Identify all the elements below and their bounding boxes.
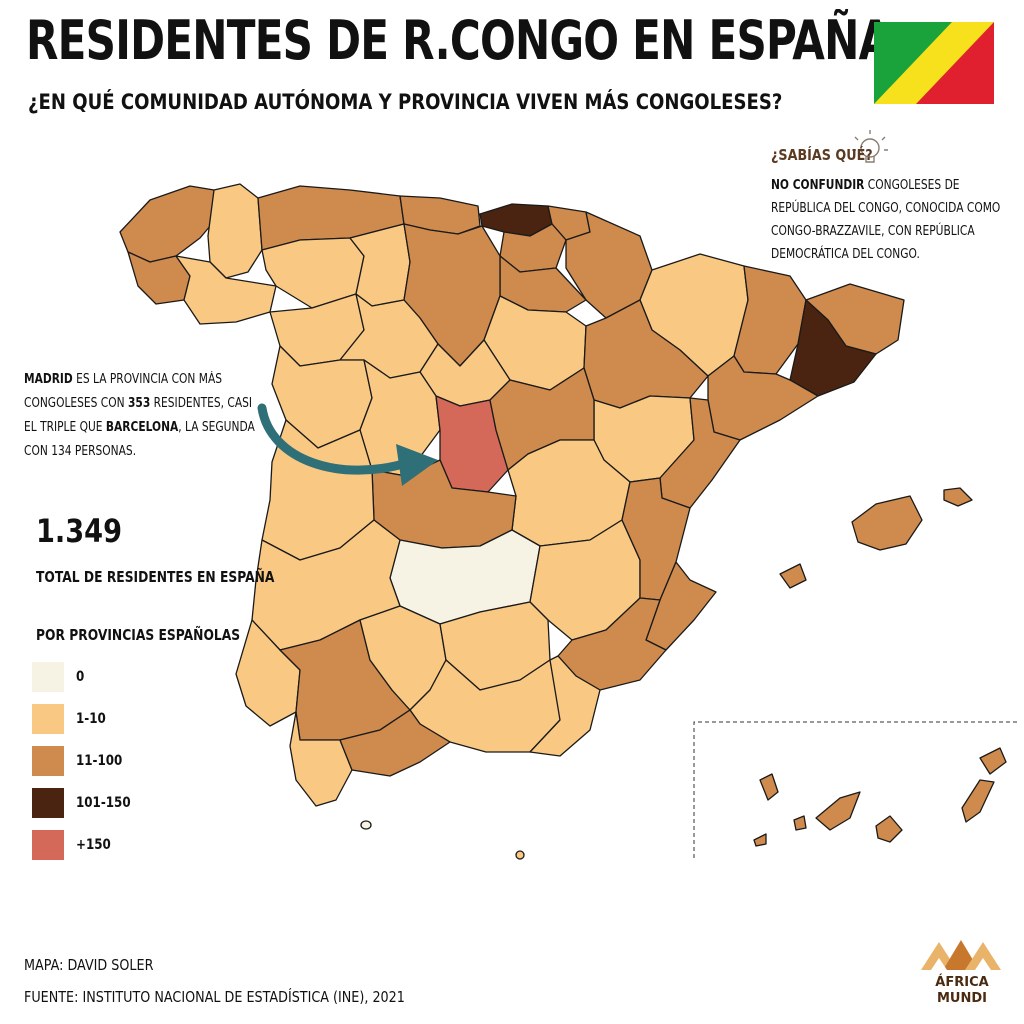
legend-swatch (32, 746, 64, 776)
madrid-note-bold-2: 353 (127, 396, 151, 411)
did-you-know-text: NO CONFUNDIR CONGOLESES DE REPÚBLICA DEL… (771, 174, 1017, 266)
source-credit: FUENTE: INSTITUTO NACIONAL DE ESTADÍSTIC… (24, 988, 405, 1006)
province-canarias-el-hierro (753, 833, 767, 847)
page-subtitle: ¿EN QUÉ COMUNIDAD AUTÓNOMA Y PROVINCIA V… (28, 90, 783, 114)
congo-flag-icon (874, 22, 994, 104)
province-navarra (565, 211, 653, 319)
did-you-know-body: CONGOLESES DE REPÚBLICA DEL CONGO, CONOC… (771, 178, 1001, 262)
logo-text-line2: MUNDI (936, 991, 987, 1006)
province-cadiz (289, 711, 353, 807)
did-you-know-title: ¿SABÍAS QUÉ? (771, 146, 873, 164)
province-castellon (659, 397, 741, 509)
canarias-inset-frame (693, 721, 1020, 858)
madrid-note-bold-1: MADRID (24, 372, 73, 387)
legend-swatch (32, 788, 64, 818)
madrid-annotation: MADRID ES LA PROVINCIA CON MÁS CONGOLESE… (24, 368, 262, 464)
legend-label: 1-10 (76, 711, 106, 727)
legend-swatch (32, 704, 64, 734)
province-baleares-mallorca (851, 495, 923, 551)
lightbulb-icon (852, 130, 888, 163)
province-ourense (175, 255, 277, 325)
province-avila (359, 359, 441, 477)
legend-label: 11-100 (76, 753, 123, 769)
province-baleares-menorca (943, 487, 973, 507)
madrid-note-text-2: RESIDENTES, CASI EL TRIPLE QUE (24, 396, 253, 435)
did-you-know-bold: NO CONFUNDIR (771, 178, 865, 193)
legend-label: 0 (76, 669, 85, 685)
madrid-arrow (257, 403, 415, 475)
legend-swatch (32, 662, 64, 692)
province-almeria (529, 655, 601, 757)
province-canarias-la-palma (759, 773, 779, 801)
province-baleares-ibiza (779, 563, 807, 589)
province-canarias-gran-canaria (875, 815, 903, 843)
logo-text-line1: ÁFRICA (935, 975, 989, 990)
legend-label: 101-150 (76, 795, 131, 811)
madrid-note-bold-3: BARCELONA (105, 420, 179, 435)
melilla (515, 850, 525, 860)
total-residents-value: 1.349 (36, 512, 123, 550)
madrid-note-text-1: ES LA PROVINCIA CON MÁS CONGOLESES CON (24, 372, 223, 411)
africa-mundi-logo (921, 940, 1001, 970)
province-a-coruna (119, 185, 223, 263)
province-malaga (339, 709, 451, 777)
madrid-arrowhead (396, 444, 438, 486)
madrid-note-text-3: , LA SEGUNDA CON 134 PERSONAS. (24, 420, 255, 459)
legend-title: POR PROVINCIAS ESPAÑOLAS (36, 626, 241, 644)
legend-swatch (32, 830, 64, 860)
page-title: RESIDENTES DE R.CONGO EN ESPAÑA (26, 9, 891, 72)
province-barcelona (789, 299, 877, 397)
province-canarias-tenerife (815, 791, 861, 831)
ceuta (360, 820, 372, 830)
province-canarias-lanzarote (979, 747, 1007, 775)
province-canarias-la-gomera (793, 815, 807, 831)
province-canarias-fuerteventura (961, 779, 995, 823)
map-credit: MAPA: DAVID SOLER (24, 956, 154, 974)
province-lugo (207, 183, 263, 279)
province-madrid (435, 395, 509, 493)
total-residents-label: TOTAL DE RESIDENTES EN ESPAÑA (36, 568, 275, 586)
legend-label: +150 (76, 837, 111, 853)
